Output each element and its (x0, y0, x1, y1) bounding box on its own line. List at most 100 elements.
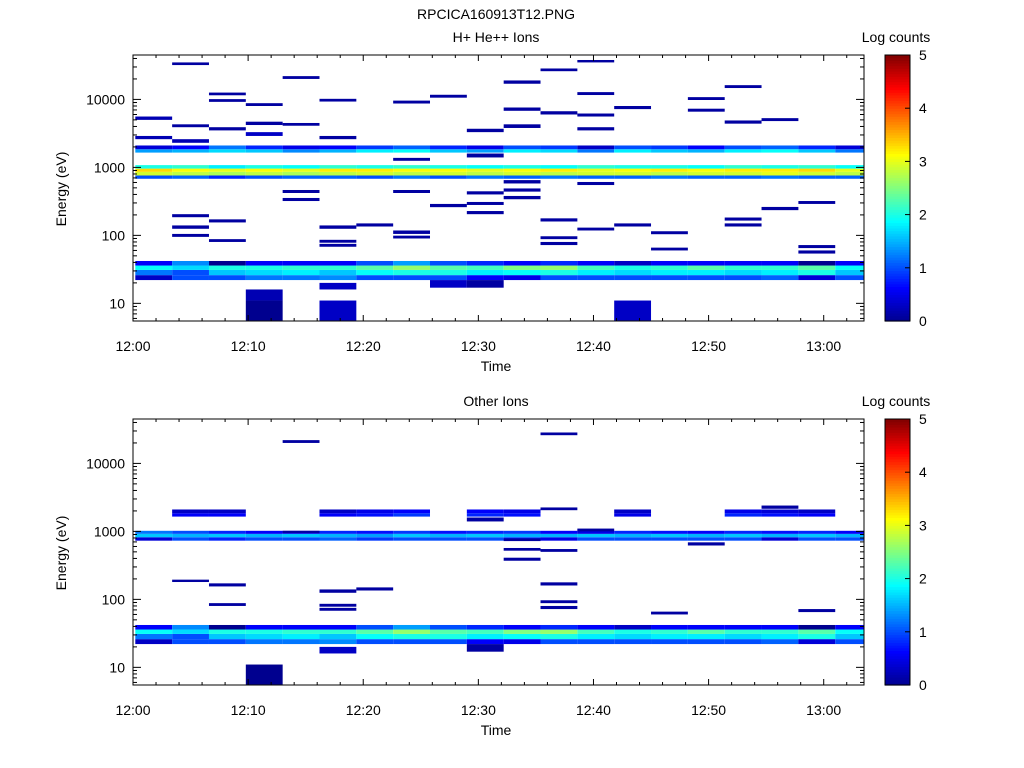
heatmap-cell (430, 94, 467, 98)
colorbar-segment (885, 677, 910, 681)
colorbar-segment (885, 211, 910, 216)
heatmap-cell (503, 513, 541, 517)
heatmap-cell (319, 168, 357, 172)
colorbar-segment (885, 166, 910, 170)
heatmap-cell (393, 624, 431, 630)
colorbar-segment (885, 623, 910, 628)
heatmap-cell (135, 135, 173, 140)
colorbar-segment (885, 581, 910, 585)
colorbar-segment (885, 450, 910, 455)
heatmap-cell (135, 171, 173, 176)
colorbar-segment (885, 653, 910, 657)
colorbar-segment (885, 241, 910, 245)
heatmap-cell (687, 533, 725, 538)
heatmap-cell (761, 633, 799, 640)
colorbar-segment (885, 275, 910, 280)
heatmap-cell (577, 92, 615, 96)
heatmap-cell (614, 165, 652, 169)
heatmap-cell (466, 509, 504, 514)
heatmap-cell (282, 624, 320, 630)
heatmap-cell (724, 85, 762, 89)
heatmap-cell (761, 118, 799, 122)
heatmap-cell (577, 624, 615, 630)
heatmap-cell (798, 145, 836, 150)
heatmap-cell (540, 549, 578, 552)
heatmap-cell (540, 175, 578, 179)
colorbar-segment (885, 140, 910, 144)
heatmap-cell (430, 175, 467, 179)
heatmap-cell (430, 624, 467, 630)
colorbar-segment (885, 594, 910, 598)
colorbar-segment (885, 554, 910, 558)
heatmap-cell (761, 269, 799, 276)
heatmap-cell (208, 175, 246, 179)
heatmap-cell (798, 269, 836, 276)
heatmap-cell (540, 241, 578, 246)
heatmap-cell (172, 139, 209, 143)
heatmap-cell (503, 633, 541, 640)
heatmap-cell (724, 165, 762, 169)
panel-title: H+ He++ Ions (453, 29, 540, 45)
heatmap-cell (430, 280, 467, 288)
heatmap-cell (319, 633, 357, 640)
colorbar-tick-label: 0 (919, 677, 927, 693)
heatmap-cell (761, 505, 799, 509)
colorbar-segment (885, 116, 910, 120)
heatmap-cell (393, 509, 431, 514)
heatmap-cell (503, 80, 541, 84)
colorbar-segment (885, 578, 910, 582)
heatmap-cell (356, 639, 394, 645)
heatmap-cell (430, 149, 467, 153)
colorbar-segment (885, 55, 910, 59)
heatmap-cell (356, 624, 394, 630)
colorbar-tick-label: 5 (919, 47, 927, 63)
heatmap-cell (503, 195, 541, 200)
heatmap-cell (687, 108, 725, 112)
heatmap-cell (724, 509, 762, 514)
heatmap-cell (466, 633, 504, 640)
heatmap-cell (135, 260, 173, 266)
heatmap-cell (466, 149, 504, 153)
heatmap-cell (172, 175, 209, 179)
heatmap-cell (761, 145, 799, 150)
x-tick-label: 12:00 (115, 702, 150, 718)
heatmap-cell (503, 180, 541, 184)
heatmap-cell (651, 275, 688, 281)
heatmap-cell (319, 171, 357, 176)
heatmap-cell (503, 171, 541, 176)
heatmap-cell (245, 530, 283, 534)
heatmap-cell (430, 633, 467, 640)
colorbar-segment (885, 81, 910, 85)
heatmap-cell (393, 629, 431, 634)
heatmap-cell (540, 432, 578, 436)
heatmap-cell (282, 189, 320, 193)
colorbar-segment (885, 129, 910, 133)
heatmap-cell (687, 265, 725, 270)
y-tick-label: 10000 (86, 91, 125, 107)
heatmap-cell (614, 145, 652, 150)
heatmap-cell (319, 533, 357, 538)
heatmap-cell (393, 189, 431, 193)
heatmap-cell (393, 100, 431, 104)
heatmap-cell (135, 275, 173, 281)
heatmap-cell (724, 269, 762, 276)
heatmap-cell (245, 168, 283, 172)
heatmap-cell (835, 260, 864, 266)
heatmap-cell (172, 639, 209, 645)
heatmap-cell (245, 289, 283, 301)
heatmap-cell (577, 633, 615, 640)
heatmap-cell (651, 247, 688, 251)
heatmap-cell (430, 265, 467, 270)
heatmap-cell (356, 629, 394, 634)
heatmap-cell (319, 607, 357, 611)
heatmap-cell (503, 269, 541, 276)
heatmap-cell (282, 149, 320, 153)
heatmap-cell (172, 533, 209, 538)
heatmap-cell (282, 440, 320, 443)
heatmap-cell (356, 533, 394, 538)
heatmap-cell (393, 149, 431, 153)
heatmap-cell (319, 537, 357, 541)
colorbar-segment (885, 169, 910, 173)
colorbar-segment (885, 270, 910, 274)
